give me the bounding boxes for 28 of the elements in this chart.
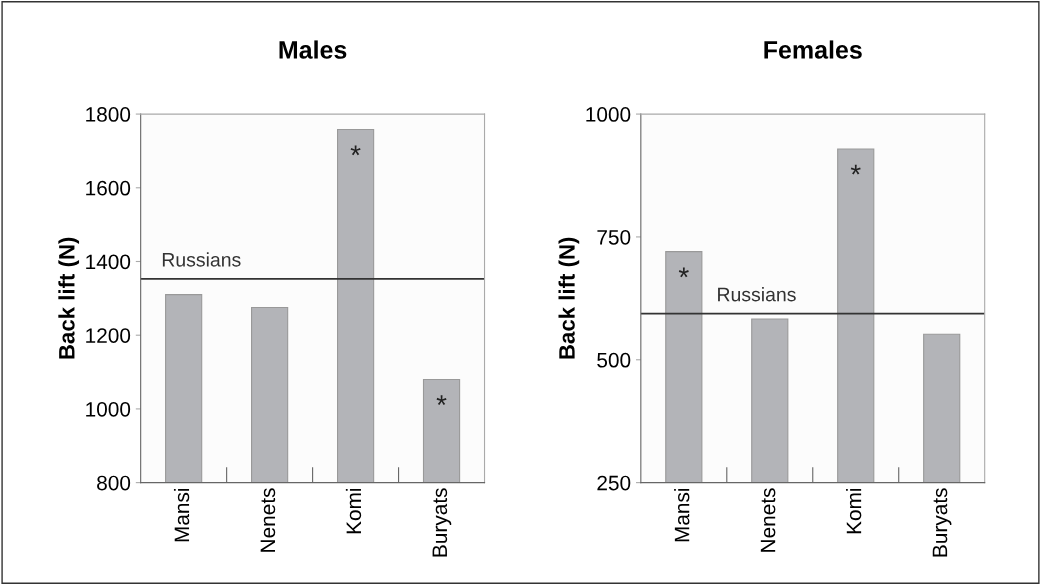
y-tick-label: 1000 [86,401,131,417]
x-tick-label: Komi [846,488,862,534]
x-tick-label: Mansi [674,488,690,542]
x-tick-label: Nenets [260,488,276,552]
x-tick-label: Buryats [932,488,952,557]
x-tick-label: Mansi [173,488,190,542]
y-axis-title: Back lift (N) [558,237,580,359]
y-tick-label: 1800 [86,107,131,122]
ref-line-label: Russians [718,287,796,302]
chart-title: Females [764,40,862,59]
annotation: * [850,164,861,175]
y-tick-label: 1200 [86,328,131,343]
y-tick-label: 250 [597,475,631,491]
x-tick-label: Nenets [760,488,776,552]
y-tick-label: 500 [597,352,631,368]
ref-line-label: Russians [162,252,241,267]
annotation: * [436,395,447,406]
x-tick-label: Komi [345,488,362,534]
y-tick-label: 800 [97,475,131,491]
y-axis-title: Back lift (N) [58,237,80,359]
y-tick-label: 1600 [86,180,131,196]
x-tick-label: Buryats [432,488,452,557]
y-tick-label: 1000 [586,107,631,122]
annotation: * [350,145,361,156]
y-tick-label: 1400 [86,254,131,270]
y-tick-label: 750 [597,229,631,245]
annotation: * [678,267,689,278]
chart-title: Males [279,40,347,59]
